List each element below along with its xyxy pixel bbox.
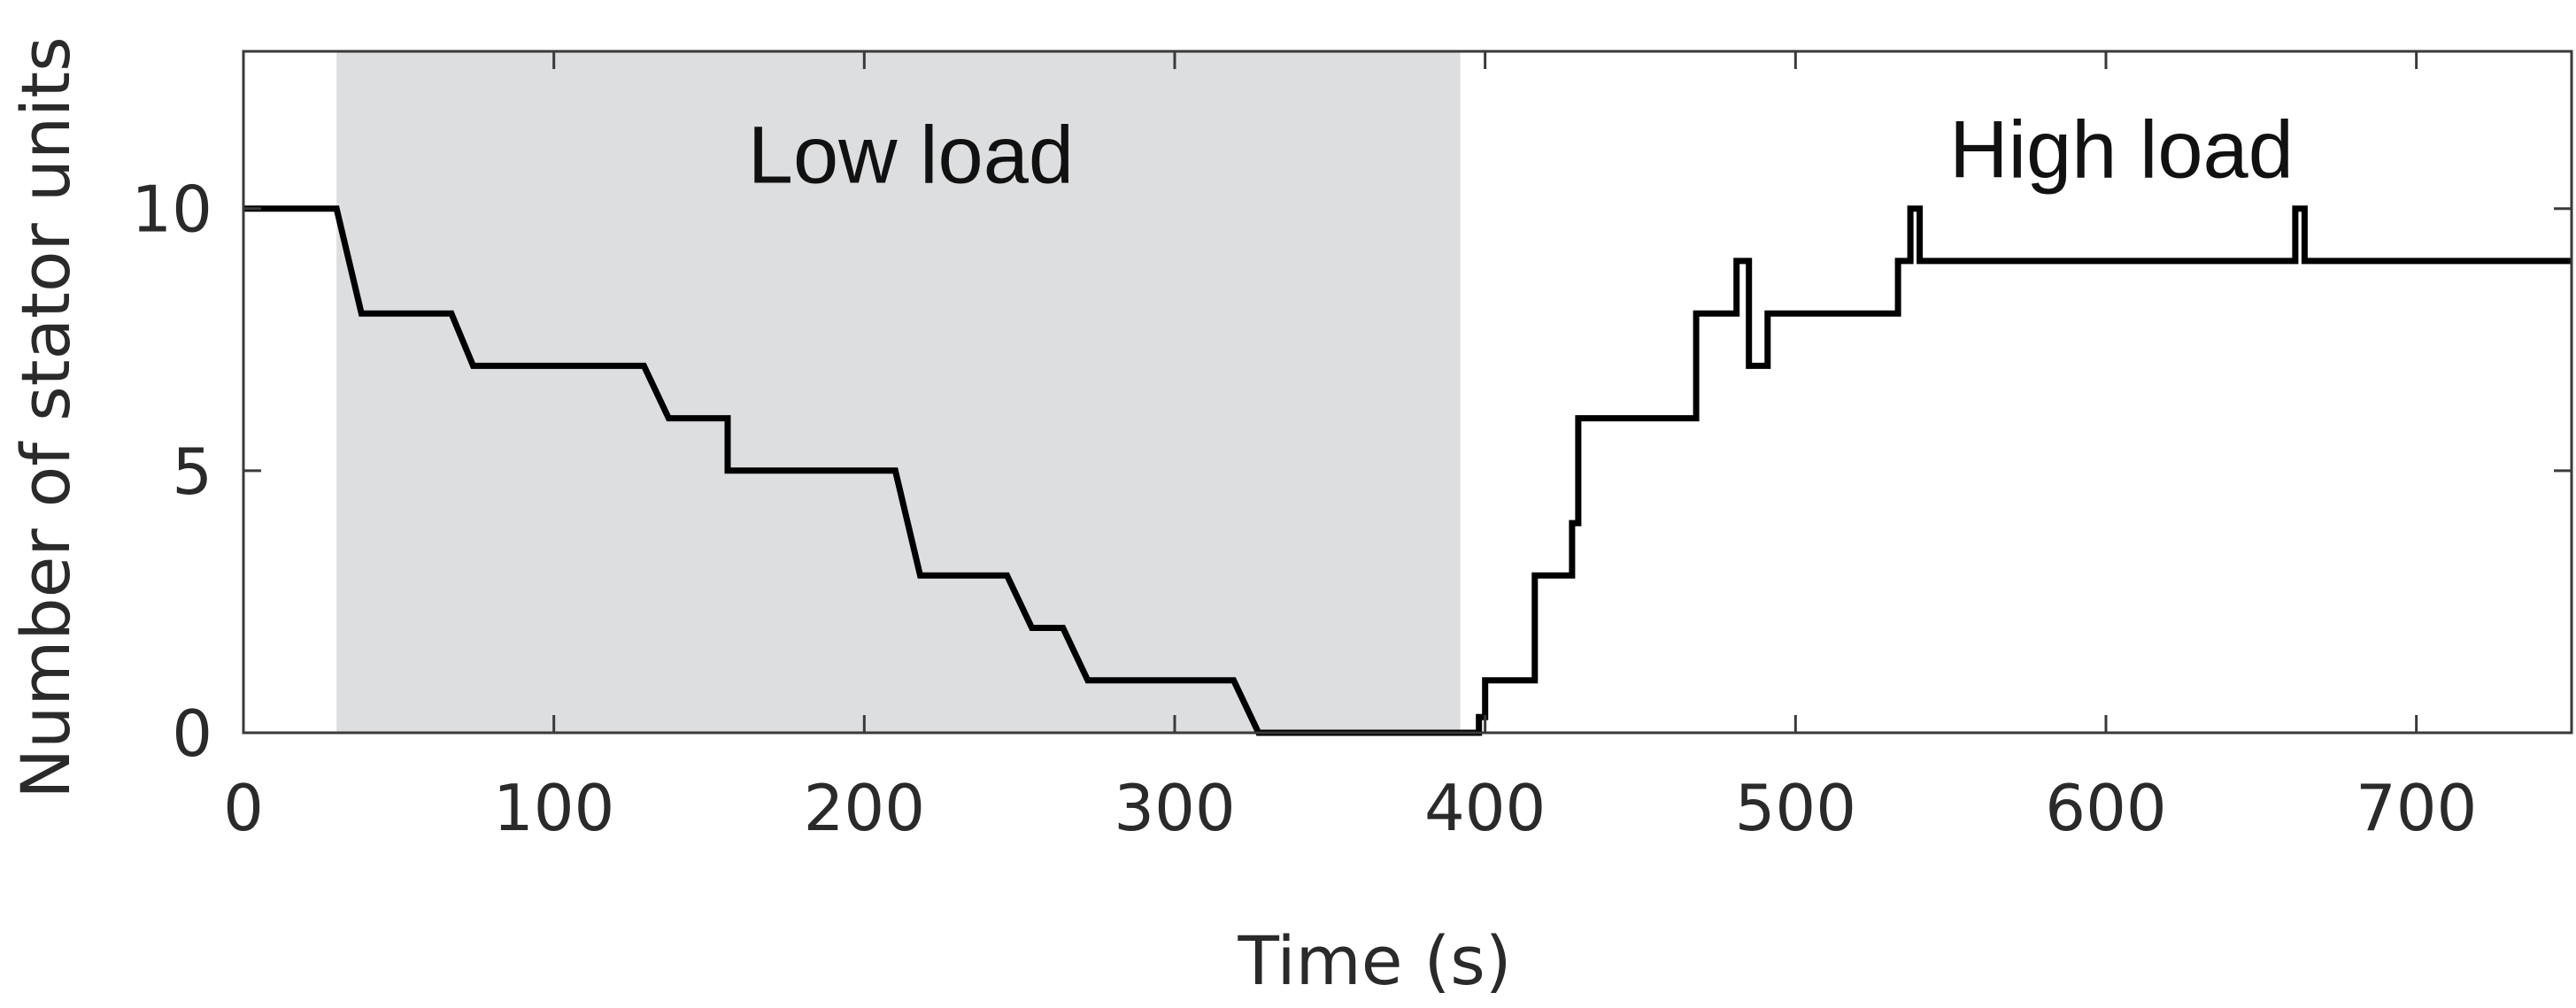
x-tick-label: 600 bbox=[2045, 771, 2166, 845]
x-tick-label: 700 bbox=[2356, 771, 2477, 845]
annotation-layer: Low load High load bbox=[748, 105, 2294, 201]
y-tick-label: 10 bbox=[131, 173, 212, 247]
x-tick-label: 0 bbox=[223, 771, 264, 845]
x-tick-label: 500 bbox=[1735, 771, 1856, 845]
y-tick-label: 5 bbox=[172, 435, 212, 509]
y-tick-label: 0 bbox=[172, 696, 212, 771]
y-axis-title: Number of stator units bbox=[6, 36, 85, 798]
plot-frame bbox=[242, 50, 2573, 735]
axes-layer: 0 100 200 300 400 500 600 700 0 5 10 bbox=[131, 50, 2573, 845]
x-tick-label: 400 bbox=[1424, 771, 1546, 845]
x-tick-label: 100 bbox=[493, 771, 614, 845]
low-load-shaded-region bbox=[336, 51, 1461, 733]
x-axis-title: Time (s) bbox=[1237, 921, 1511, 1000]
series-layer bbox=[243, 205, 2572, 736]
annotation-label-1: High load bbox=[1949, 105, 2294, 196]
low-load-region-layer bbox=[336, 51, 1461, 733]
series-line-0 bbox=[243, 205, 2572, 736]
x-tick-label: 300 bbox=[1114, 771, 1235, 845]
annotation-label-0: Low load bbox=[748, 110, 1074, 200]
x-tick-label: 200 bbox=[804, 771, 925, 845]
